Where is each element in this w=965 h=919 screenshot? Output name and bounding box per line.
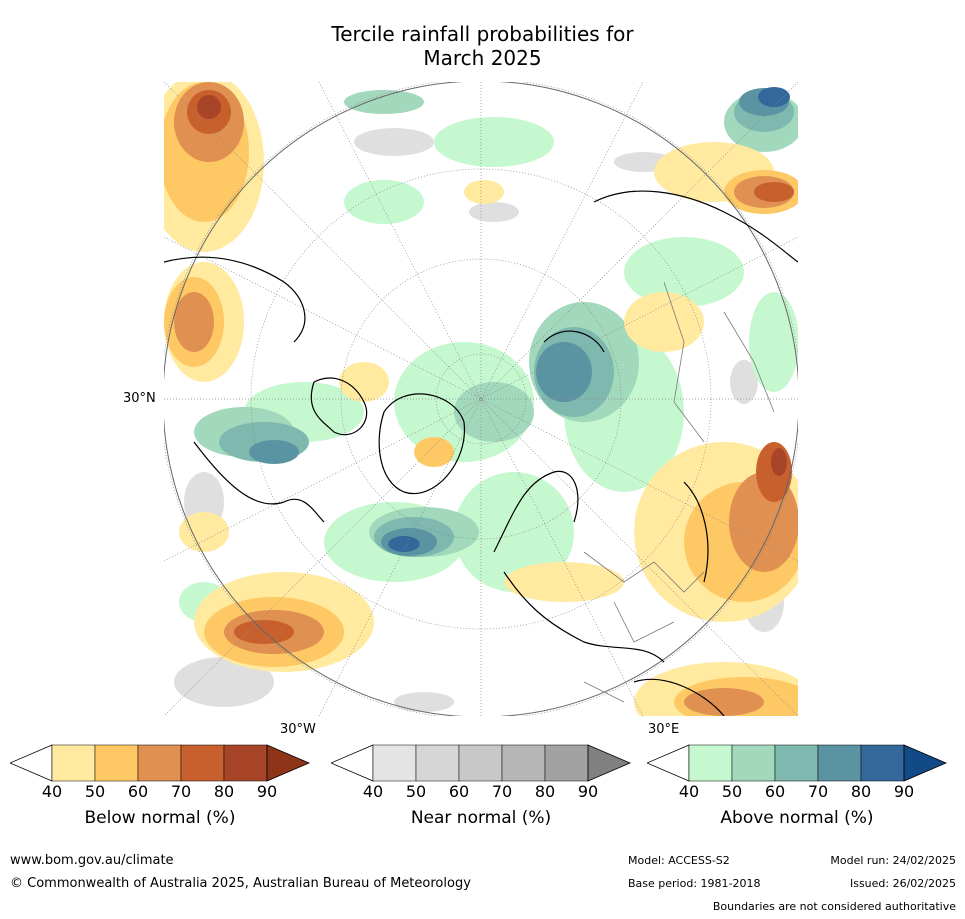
near-normal-swatch-5 bbox=[544, 744, 589, 782]
near-normal-extend-low bbox=[329, 744, 374, 782]
copyright-text: © Commonwealth of Australia 2025, Austra… bbox=[10, 876, 471, 891]
model-name: Model: ACCESS-S2 bbox=[628, 854, 730, 867]
near-normal-swatch-2 bbox=[415, 744, 460, 782]
near-normal-tick-label: 40 bbox=[362, 782, 384, 801]
near-normal-tick-label: 50 bbox=[405, 782, 427, 801]
above-normal-tick-label: 50 bbox=[721, 782, 743, 801]
above-normal-tick-label: 60 bbox=[764, 782, 786, 801]
below-normal-swatch-4 bbox=[180, 744, 225, 782]
issued-date: Issued: 26/02/2025 bbox=[849, 877, 956, 890]
above-normal-tick-label: 90 bbox=[893, 782, 915, 801]
website-link[interactable]: www.bom.gov.au/climate bbox=[10, 853, 174, 868]
colorbar-near-normal-swatches bbox=[329, 744, 632, 782]
below-normal-swatch-2 bbox=[94, 744, 139, 782]
colorbar-above-normal-swatches bbox=[645, 744, 948, 782]
near-normal-swatch-3 bbox=[458, 744, 503, 782]
below-normal-swatch-1 bbox=[51, 744, 96, 782]
below-normal-tick-label: 70 bbox=[170, 782, 192, 801]
near-normal-tick-label: 60 bbox=[448, 782, 470, 801]
colorbar-below-normal-swatches bbox=[8, 744, 311, 782]
near-normal-tick-label: 70 bbox=[491, 782, 513, 801]
near-normal-swatch-4 bbox=[501, 744, 546, 782]
near-normal-swatch-1 bbox=[372, 744, 417, 782]
map-title-line2: March 2025 bbox=[423, 46, 542, 70]
above-normal-extend-high bbox=[903, 744, 948, 782]
lat-label-30n: 30°N bbox=[123, 391, 156, 406]
near-normal-tick-label: 90 bbox=[577, 782, 599, 801]
near-normal-extend-high bbox=[587, 744, 632, 782]
above-normal-tick-label: 70 bbox=[807, 782, 829, 801]
colorbar-above-normal: Above normal (%) 40 50 60 70 80 90 bbox=[645, 744, 948, 834]
colorbar-below-normal-label: Below normal (%) bbox=[84, 808, 236, 828]
above-normal-swatch-4 bbox=[817, 744, 862, 782]
colorbar-above-normal-label: Above normal (%) bbox=[720, 808, 874, 828]
coastlines bbox=[164, 190, 798, 716]
below-normal-extend-high bbox=[266, 744, 311, 782]
above-normal-swatch-1 bbox=[688, 744, 733, 782]
boundaries-disclaimer: Boundaries are not considered authoritat… bbox=[712, 900, 956, 913]
base-period: Base period: 1981-2018 bbox=[628, 877, 761, 890]
country-borders bbox=[583, 281, 775, 703]
below-normal-tick-label: 50 bbox=[84, 782, 106, 801]
graticule bbox=[164, 82, 798, 716]
near-normal-tick-label: 80 bbox=[534, 782, 556, 801]
map-title-line1: Tercile rainfall probabilities for bbox=[331, 22, 634, 46]
above-normal-tick-label: 40 bbox=[678, 782, 700, 801]
below-normal-tick-label: 80 bbox=[213, 782, 235, 801]
above-normal-extreme bbox=[388, 87, 790, 552]
below-normal-tick-label: 60 bbox=[127, 782, 149, 801]
model-run-date: Model run: 24/02/2025 bbox=[830, 854, 956, 867]
above-normal-tick-label: 80 bbox=[850, 782, 872, 801]
rainfall-probability-map bbox=[164, 82, 798, 716]
colorbar-near-normal-label: Near normal (%) bbox=[410, 808, 552, 828]
lon-label-30e: 30°E bbox=[648, 722, 680, 737]
below-normal-extreme bbox=[197, 95, 787, 476]
below-normal-tick-label: 90 bbox=[256, 782, 278, 801]
above-normal-extend-low bbox=[645, 744, 690, 782]
below-normal-extend-low bbox=[8, 744, 53, 782]
above-normal-swatch-5 bbox=[860, 744, 905, 782]
colorbar-below-normal: Below normal (%) 40 50 60 70 80 90 bbox=[8, 744, 311, 834]
below-normal-tick-label: 40 bbox=[41, 782, 63, 801]
above-normal-swatch-3 bbox=[774, 744, 819, 782]
colorbar-near-normal: Near normal (%) 40 50 60 70 80 90 bbox=[329, 744, 632, 834]
below-normal-swatch-5 bbox=[223, 744, 268, 782]
lon-label-30w: 30°W bbox=[280, 722, 316, 737]
above-normal-swatch-2 bbox=[731, 744, 776, 782]
below-normal-swatch-3 bbox=[137, 744, 182, 782]
